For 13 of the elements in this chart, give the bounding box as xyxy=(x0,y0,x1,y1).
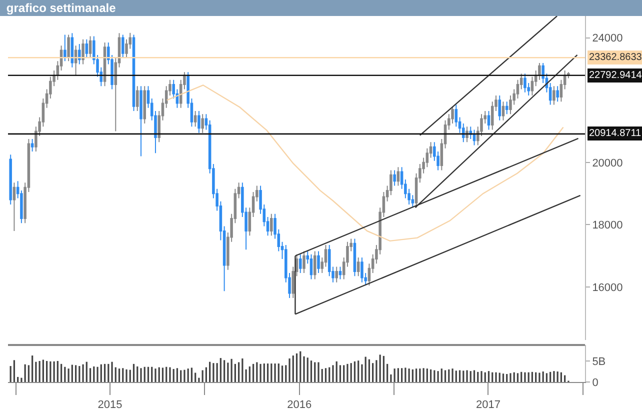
ref-line-label: 22792.9414 xyxy=(589,70,642,81)
x-tick-label: 2017 xyxy=(476,399,500,412)
y-tick-label: 24000 xyxy=(592,32,623,45)
x-tick-label: 2016 xyxy=(287,399,312,412)
y-tick-label: 18000 xyxy=(592,220,623,232)
ref-line-label: 20914.8711 xyxy=(589,128,642,139)
x-tick-label: 2015 xyxy=(98,399,122,412)
y-tick-label: 16000 xyxy=(592,282,623,294)
ref-line-label: 23362.8633 xyxy=(589,52,642,63)
y-tick-label: 20000 xyxy=(592,157,623,170)
y-tick-label: 5B xyxy=(592,356,606,368)
chart-title: grafico settimanale xyxy=(6,1,116,16)
y-tick-label: 0 xyxy=(592,376,598,389)
